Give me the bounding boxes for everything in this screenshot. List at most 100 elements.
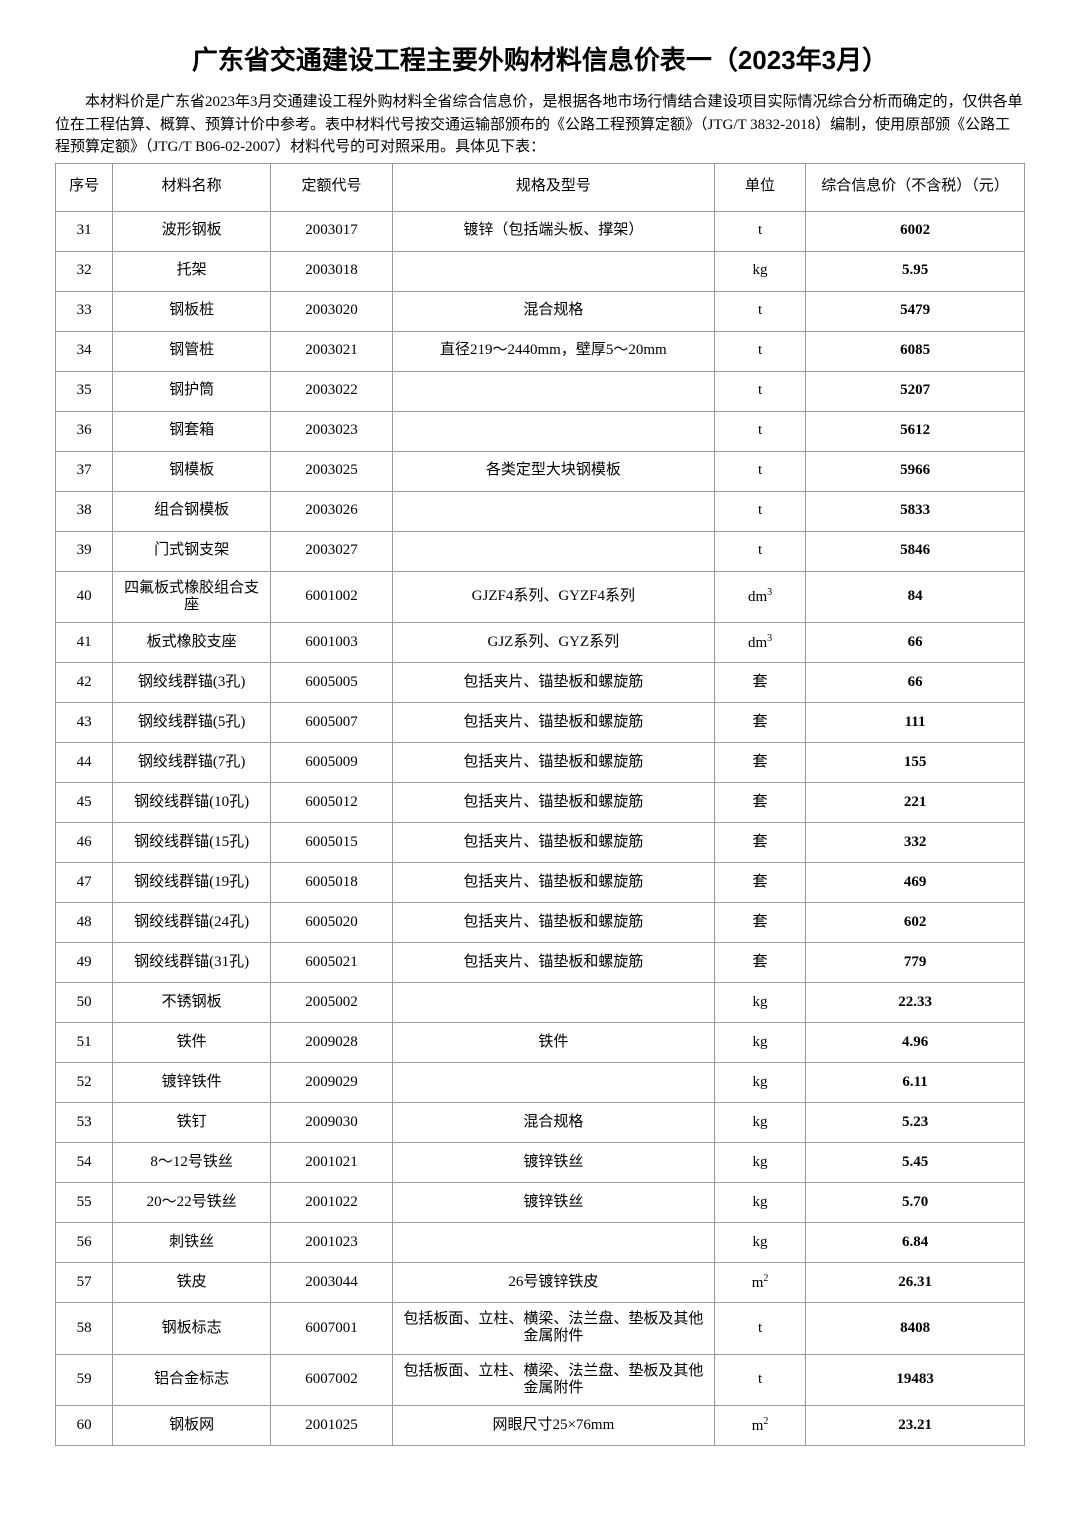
cell-seq: 46 — [56, 823, 113, 863]
cell-unit: kg — [714, 1063, 805, 1103]
cell-price: 221 — [806, 783, 1025, 823]
cell-spec: GJZF4系列、GYZF4系列 — [392, 571, 714, 623]
cell-price: 84 — [806, 571, 1025, 623]
cell-unit: 套 — [714, 783, 805, 823]
cell-price: 5479 — [806, 291, 1025, 331]
cell-unit: t — [714, 531, 805, 571]
cell-spec — [392, 1223, 714, 1263]
cell-name: 钢管桩 — [113, 331, 271, 371]
cell-spec: 混合规格 — [392, 291, 714, 331]
cell-price: 6085 — [806, 331, 1025, 371]
cell-price: 602 — [806, 903, 1025, 943]
cell-code: 2001023 — [271, 1223, 393, 1263]
cell-code: 2009029 — [271, 1063, 393, 1103]
cell-code: 2001021 — [271, 1143, 393, 1183]
cell-price: 5966 — [806, 451, 1025, 491]
table-row: 50不锈钢板2005002kg22.33 — [56, 983, 1025, 1023]
cell-name: 钢套箱 — [113, 411, 271, 451]
cell-unit: t — [714, 491, 805, 531]
cell-seq: 34 — [56, 331, 113, 371]
cell-price: 23.21 — [806, 1406, 1025, 1446]
cell-seq: 37 — [56, 451, 113, 491]
cell-name: 波形钢板 — [113, 211, 271, 251]
cell-seq: 49 — [56, 943, 113, 983]
cell-seq: 52 — [56, 1063, 113, 1103]
cell-code: 2003044 — [271, 1263, 393, 1303]
cell-price: 8408 — [806, 1303, 1025, 1355]
cell-unit: kg — [714, 1183, 805, 1223]
cell-code: 2001022 — [271, 1183, 393, 1223]
cell-code: 6005020 — [271, 903, 393, 943]
table-row: 31波形钢板2003017镀锌（包括端头板、撑架）t6002 — [56, 211, 1025, 251]
cell-seq: 48 — [56, 903, 113, 943]
cell-seq: 44 — [56, 743, 113, 783]
cell-unit: m2 — [714, 1263, 805, 1303]
cell-unit: t — [714, 371, 805, 411]
table-row: 35钢护筒2003022t5207 — [56, 371, 1025, 411]
cell-price: 5833 — [806, 491, 1025, 531]
cell-spec: 包括夹片、锚垫板和螺旋筋 — [392, 943, 714, 983]
cell-spec — [392, 531, 714, 571]
cell-unit: kg — [714, 1023, 805, 1063]
cell-seq: 45 — [56, 783, 113, 823]
cell-name: 8～12号铁丝 — [113, 1143, 271, 1183]
table-row: 48钢绞线群锚(24孔)6005020包括夹片、锚垫板和螺旋筋套602 — [56, 903, 1025, 943]
materials-price-table: 序号 材料名称 定额代号 规格及型号 单位 综合信息价（不含税）（元） 31波形… — [55, 163, 1025, 1447]
cell-spec: 包括夹片、锚垫板和螺旋筋 — [392, 863, 714, 903]
table-row: 40四氟板式橡胶组合支座6001002GJZF4系列、GYZF4系列dm384 — [56, 571, 1025, 623]
cell-name: 钢绞线群锚(3孔) — [113, 663, 271, 703]
cell-spec: 包括夹片、锚垫板和螺旋筋 — [392, 783, 714, 823]
cell-seq: 59 — [56, 1354, 113, 1406]
cell-price: 19483 — [806, 1354, 1025, 1406]
cell-name: 板式橡胶支座 — [113, 623, 271, 663]
cell-seq: 32 — [56, 251, 113, 291]
cell-spec: 镀锌铁丝 — [392, 1143, 714, 1183]
cell-unit: kg — [714, 983, 805, 1023]
cell-unit: t — [714, 291, 805, 331]
table-row: 60钢板网2001025网眼尺寸25×76mmm223.21 — [56, 1406, 1025, 1446]
cell-seq: 57 — [56, 1263, 113, 1303]
cell-price: 5846 — [806, 531, 1025, 571]
cell-name: 门式钢支架 — [113, 531, 271, 571]
cell-unit: dm3 — [714, 571, 805, 623]
cell-code: 6001003 — [271, 623, 393, 663]
cell-seq: 33 — [56, 291, 113, 331]
cell-seq: 50 — [56, 983, 113, 1023]
cell-price: 332 — [806, 823, 1025, 863]
table-row: 548～12号铁丝2001021镀锌铁丝kg5.45 — [56, 1143, 1025, 1183]
cell-code: 2001025 — [271, 1406, 393, 1446]
table-row: 37钢模板2003025各类定型大块钢模板t5966 — [56, 451, 1025, 491]
cell-unit: 套 — [714, 863, 805, 903]
cell-seq: 38 — [56, 491, 113, 531]
cell-code: 2003027 — [271, 531, 393, 571]
cell-code: 6005007 — [271, 703, 393, 743]
col-header-spec: 规格及型号 — [392, 163, 714, 211]
cell-price: 5.70 — [806, 1183, 1025, 1223]
cell-name: 铁钉 — [113, 1103, 271, 1143]
cell-unit: t — [714, 331, 805, 371]
cell-name: 四氟板式橡胶组合支座 — [113, 571, 271, 623]
cell-price: 469 — [806, 863, 1025, 903]
cell-price: 66 — [806, 623, 1025, 663]
cell-code: 2003020 — [271, 291, 393, 331]
cell-seq: 54 — [56, 1143, 113, 1183]
table-body: 31波形钢板2003017镀锌（包括端头板、撑架）t600232托架200301… — [56, 211, 1025, 1446]
cell-spec: 混合规格 — [392, 1103, 714, 1143]
cell-code: 6005012 — [271, 783, 393, 823]
cell-unit: m2 — [714, 1406, 805, 1446]
cell-spec — [392, 983, 714, 1023]
cell-price: 5207 — [806, 371, 1025, 411]
cell-price: 5.23 — [806, 1103, 1025, 1143]
cell-name: 镀锌铁件 — [113, 1063, 271, 1103]
cell-code: 2003017 — [271, 211, 393, 251]
table-row: 32托架2003018kg5.95 — [56, 251, 1025, 291]
cell-seq: 51 — [56, 1023, 113, 1063]
cell-code: 6001002 — [271, 571, 393, 623]
cell-name: 钢绞线群锚(15孔) — [113, 823, 271, 863]
cell-price: 6.84 — [806, 1223, 1025, 1263]
cell-price: 26.31 — [806, 1263, 1025, 1303]
cell-unit: 套 — [714, 703, 805, 743]
cell-seq: 41 — [56, 623, 113, 663]
table-header-row: 序号 材料名称 定额代号 规格及型号 单位 综合信息价（不含税）（元） — [56, 163, 1025, 211]
cell-price: 155 — [806, 743, 1025, 783]
